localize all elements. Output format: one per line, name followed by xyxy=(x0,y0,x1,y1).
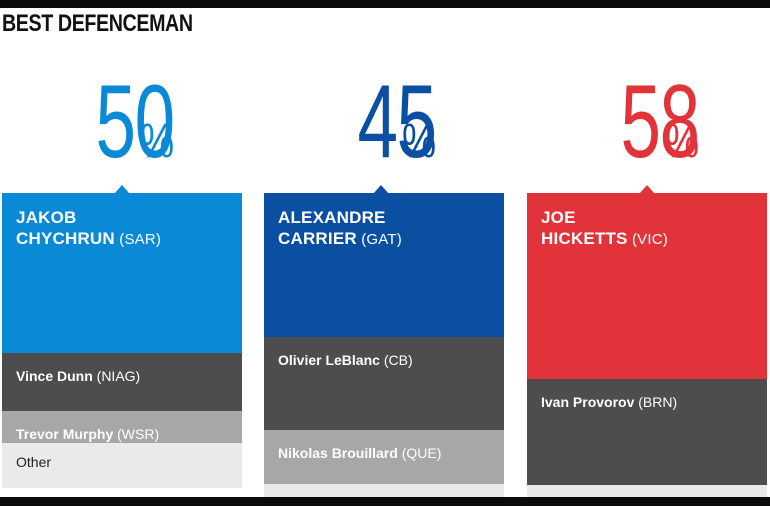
candidate-name: Nikolas Brouillard xyxy=(278,445,398,461)
runner-up-label: Trevor Murphy (WSR) xyxy=(16,425,232,443)
candidate-team: (QUE) xyxy=(397,445,442,461)
pointer-notch xyxy=(639,185,655,194)
candidate-name: Other xyxy=(541,496,576,497)
bottom-rule xyxy=(0,497,770,506)
top-rule xyxy=(0,0,770,8)
winner-last-name: HICKETTS xyxy=(541,229,628,248)
runner-up-label: Olivier LeBlanc (CB) xyxy=(278,351,494,369)
runner-up-label: Ivan Provorov (BRN) xyxy=(541,393,757,411)
pointer-notch xyxy=(373,185,389,194)
winner-team: (VIC) xyxy=(627,231,668,248)
column-chychrun: 50% JAKOB CHYCHRUN (SAR) Vince Dunn (NIAG) T… xyxy=(2,0,242,506)
chart-title: BEST DEFENCEMAN xyxy=(2,10,193,37)
percent-sign: % xyxy=(401,115,436,168)
runner-up-label: Vince Dunn (NIAG) xyxy=(16,367,232,385)
runner-up-label: Nikolas Brouillard (QUE) xyxy=(278,444,494,462)
winner-percentage: 58% xyxy=(527,70,767,174)
winner-name: JAKOB CHYCHRUN (SAR) xyxy=(16,207,232,250)
winner-last-name: CHYCHRUN xyxy=(16,229,115,248)
other-label: Other xyxy=(16,453,232,471)
winner-bar: JAKOB CHYCHRUN (SAR) xyxy=(2,185,242,353)
candidate-team: (BRN) xyxy=(634,394,678,410)
winner-first-name: JAKOB xyxy=(16,208,77,227)
percent-sign: % xyxy=(664,115,699,168)
winner-last-name: CARRIER xyxy=(278,229,357,248)
candidate-name: Other xyxy=(278,495,313,497)
pointer-notch xyxy=(114,185,130,194)
column-carrier: 45% ALEXANDRE CARRIER (GAT) Olivier LeBlanc… xyxy=(264,0,504,506)
candidate-name: Trevor Murphy xyxy=(16,426,114,442)
candidate-team: (CB) xyxy=(379,352,413,368)
percentage-value: 58 xyxy=(620,64,700,180)
winner-team: (GAT) xyxy=(356,231,402,248)
other-label: Other xyxy=(541,495,757,497)
winner-name: ALEXANDRE CARRIER (GAT) xyxy=(278,207,494,250)
percentage-value: 45 xyxy=(357,64,437,180)
winner-percentage: 45% xyxy=(264,70,504,174)
runner-up-bar: Olivier LeBlanc (CB) xyxy=(264,337,504,430)
candidate-name: Ivan Provorov xyxy=(541,394,635,410)
runner-up-bar: Ivan Provorov (BRN) xyxy=(527,379,767,485)
percent-sign: % xyxy=(139,115,174,168)
runner-up-bar: Trevor Murphy (WSR) xyxy=(2,411,242,443)
winner-first-name: ALEXANDRE xyxy=(278,208,386,227)
percentage-value: 50 xyxy=(95,64,175,180)
candidate-team: (WSR) xyxy=(113,426,160,442)
other-label: Other xyxy=(278,494,494,497)
candidate-team: (NIAG) xyxy=(92,368,141,384)
winner-team: (SAR) xyxy=(114,231,162,248)
other-bar: Other xyxy=(2,443,242,488)
winner-bar: JOE HICKETTS (VIC) xyxy=(527,185,767,379)
winner-bar: ALEXANDRE CARRIER (GAT) xyxy=(264,185,504,337)
column-hicketts: 58% JOE HICKETTS (VIC) Ivan Provorov (BRN) O… xyxy=(527,0,767,506)
winner-percentage: 50% xyxy=(2,70,242,174)
other-bar: Other xyxy=(264,484,504,497)
candidate-name: Olivier LeBlanc xyxy=(278,352,380,368)
runner-up-bar: Vince Dunn (NIAG) xyxy=(2,353,242,411)
runner-up-bar: Nikolas Brouillard (QUE) xyxy=(264,430,504,484)
candidate-name: Vince Dunn xyxy=(16,368,93,384)
candidate-name: Other xyxy=(16,454,52,470)
other-bar: Other xyxy=(527,485,767,497)
winner-name: JOE HICKETTS (VIC) xyxy=(541,207,757,250)
winner-first-name: JOE xyxy=(541,208,576,227)
